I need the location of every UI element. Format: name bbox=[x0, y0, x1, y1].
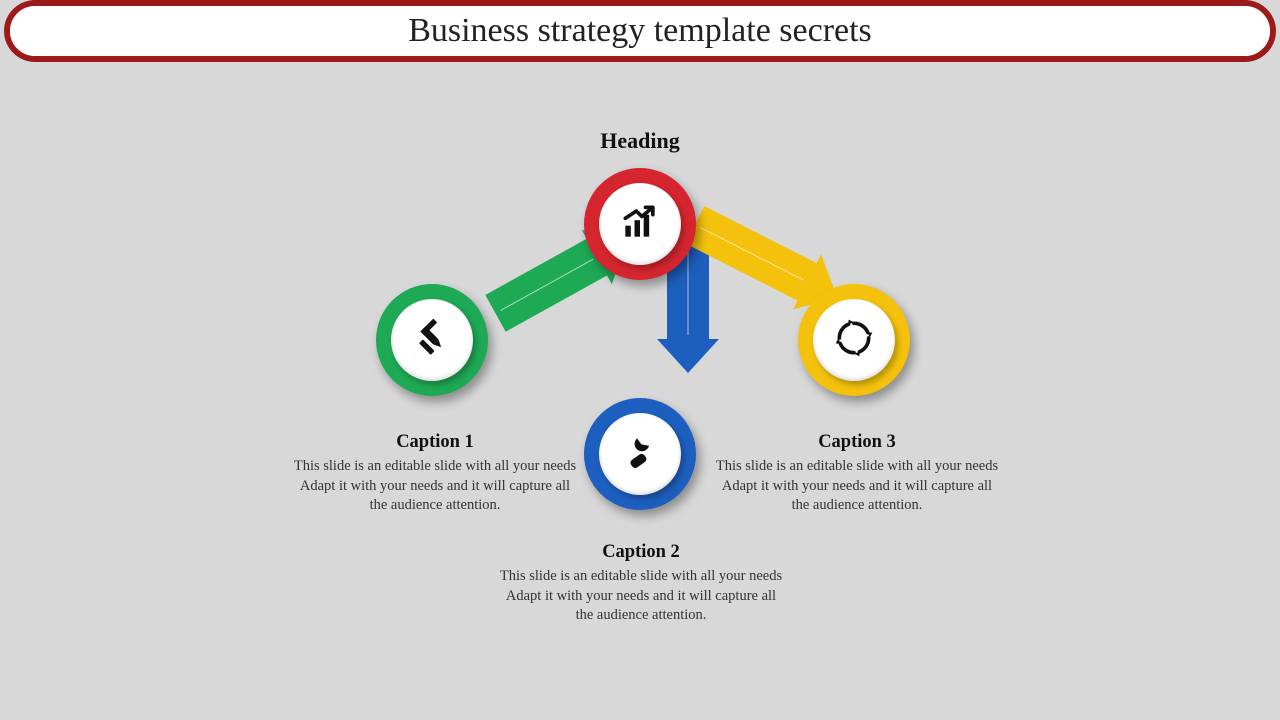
caption-desc-1: This slide is an editable slide with all… bbox=[290, 457, 580, 516]
caption-title-3: Caption 3 bbox=[712, 432, 1002, 453]
design-tools-icon bbox=[410, 316, 454, 365]
title-text: Business strategy template secrets bbox=[408, 12, 872, 50]
caption-title-2: Caption 2 bbox=[496, 542, 786, 563]
heading-text: Heading bbox=[600, 128, 679, 154]
title-pill: Business strategy template secrets bbox=[10, 6, 1270, 56]
wrench-icon bbox=[618, 430, 662, 479]
spoke-node-1 bbox=[376, 284, 488, 396]
caption-desc-2: This slide is an editable slide with all… bbox=[496, 567, 786, 626]
cycle-icon bbox=[832, 316, 876, 365]
caption-title-1: Caption 1 bbox=[290, 432, 580, 453]
spoke-node-3-inner bbox=[813, 299, 895, 381]
spoke-node-2 bbox=[584, 398, 696, 510]
hub-node-inner bbox=[599, 183, 681, 265]
chart-growth-icon bbox=[618, 200, 662, 249]
spoke-node-1-inner bbox=[391, 299, 473, 381]
spoke-node-2-inner bbox=[599, 413, 681, 495]
hub-node bbox=[584, 168, 696, 280]
caption-block-3: Caption 3 This slide is an editable slid… bbox=[712, 432, 1002, 516]
caption-block-1: Caption 1 This slide is an editable slid… bbox=[290, 432, 580, 516]
spoke-node-3 bbox=[798, 284, 910, 396]
caption-desc-3: This slide is an editable slide with all… bbox=[712, 457, 1002, 516]
caption-block-2: Caption 2 This slide is an editable slid… bbox=[496, 542, 786, 626]
